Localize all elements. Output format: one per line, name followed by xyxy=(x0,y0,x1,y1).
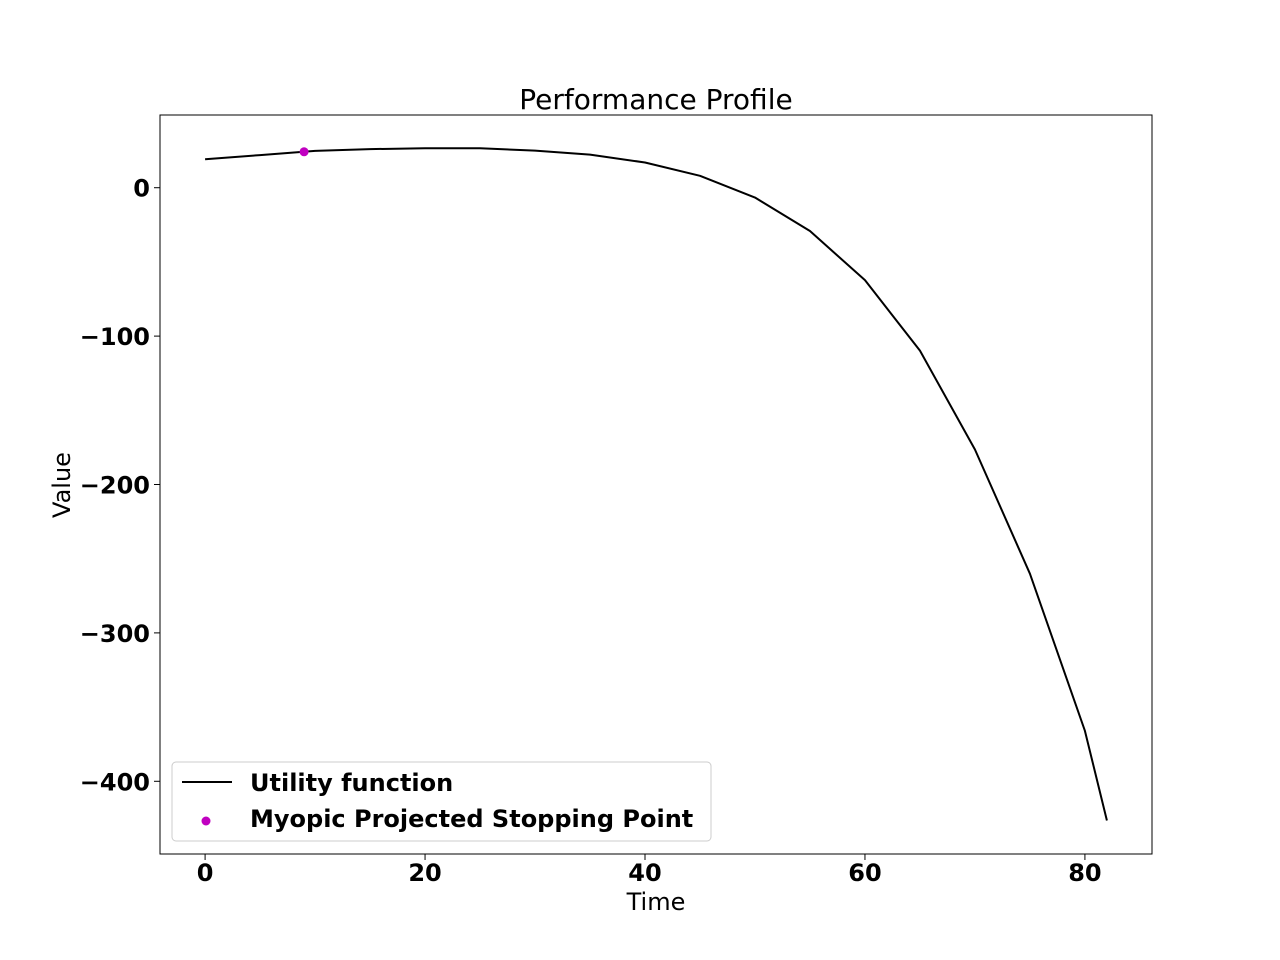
y-tick-label: −400 xyxy=(80,768,150,796)
y-tick-label: −300 xyxy=(80,620,150,648)
legend-dot-swatch xyxy=(201,816,211,826)
x-axis-label: Time xyxy=(626,888,686,916)
legend-label-stopping-point: Myopic Projected Stopping Point xyxy=(250,805,693,833)
y-tick-label: −100 xyxy=(80,323,150,351)
y-axis-label: Value xyxy=(48,452,76,518)
utility-function-line xyxy=(205,147,1108,821)
y-tick-label: −200 xyxy=(80,472,150,500)
x-axis: 0 20 40 60 80 xyxy=(197,854,1102,887)
legend-box xyxy=(171,761,712,842)
x-tick-label: 40 xyxy=(628,859,661,887)
legend: Utility function Myopic Projected Stoppi… xyxy=(171,761,712,842)
chart-title: Performance Profile xyxy=(519,83,792,116)
series-layer xyxy=(205,147,1108,821)
x-tick-label: 20 xyxy=(408,859,441,887)
x-tick-label: 0 xyxy=(197,859,214,887)
x-tick-label: 80 xyxy=(1068,859,1101,887)
x-tick-label: 60 xyxy=(848,859,881,887)
plot-area-frame xyxy=(159,114,1153,855)
legend-label-utility: Utility function xyxy=(250,769,453,797)
y-axis: 0 −100 −200 −300 −400 xyxy=(80,175,160,796)
stopping-point-marker xyxy=(299,147,309,157)
y-tick-label: 0 xyxy=(133,175,150,203)
